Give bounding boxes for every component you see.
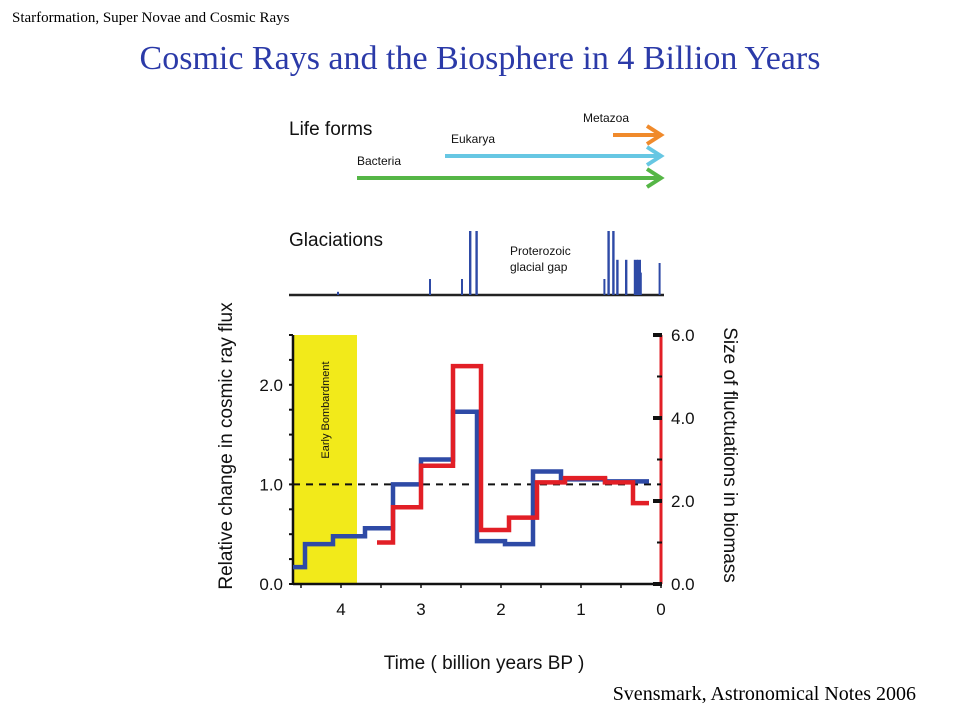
x-tick-label: 3 [416, 600, 425, 619]
eukarya-label: Eukarya [451, 132, 495, 146]
left-y-tick-label: 1.0 [259, 475, 283, 494]
glaciation-event-bar [461, 279, 463, 295]
slide-title: Cosmic Rays and the Biosphere in 4 Billi… [139, 40, 821, 77]
main-chart-panel: Early Bombardment 0.0 1.0 2.0 0.0 2.0 4.0 6.0 4 3… [216, 302, 740, 674]
glaciation-event-bar [639, 272, 642, 295]
metazoa-arrow-head [645, 124, 665, 146]
x-tick-label: 0 [656, 600, 665, 619]
slide-header-note: Starformation, Super Novae and Cosmic Ra… [12, 10, 290, 26]
glacial-gap-annotation: Proterozoic [510, 244, 571, 258]
bacteria-label: Bacteria [357, 154, 401, 168]
x-tick-label: 4 [336, 600, 345, 619]
glaciations-title: Glaciations [289, 230, 383, 251]
bacteria-arrow-head [645, 167, 665, 189]
glaciation-event-bar [603, 279, 606, 295]
glaciation-event-bar [637, 259, 641, 295]
glaciation-event-bar [633, 259, 638, 295]
eukarya-arrow-head [645, 145, 665, 167]
right-y-tick-label: 4.0 [671, 409, 695, 428]
right-y-tick-label: 2.0 [671, 492, 695, 511]
glaciation-event-bar [658, 263, 661, 295]
early-bombardment-label: Early Bombardment [320, 361, 332, 458]
glacial-gap-annotation: glacial gap [510, 260, 568, 274]
citation: Svensmark, Astronomical Notes 2006 [612, 683, 916, 705]
left-y-axis-title: Relative change in cosmic ray flux [216, 302, 237, 590]
life-forms-panel: Life forms Bacteria Eukarya Metazoa [289, 111, 665, 189]
glaciation-event-bar [616, 259, 619, 295]
glaciation-event-bar [469, 231, 472, 295]
glaciation-event-bar [625, 259, 628, 295]
x-axis-title: Time ( billion years BP ) [384, 653, 585, 674]
x-tick-label: 2 [496, 600, 505, 619]
x-tick-label: 1 [576, 600, 585, 619]
glaciation-event-bar [612, 231, 615, 295]
left-y-tick-label: 2.0 [259, 376, 283, 395]
right-y-axis-title: Size of fluctuations in biomass [719, 327, 740, 583]
glaciation-event-bar [429, 279, 431, 295]
biomass-fluctuation-series [377, 363, 649, 545]
glaciation-event-bar [475, 231, 478, 295]
metazoa-label: Metazoa [583, 111, 629, 125]
glaciation-event-bar [607, 231, 610, 295]
right-y-tick-label: 0.0 [671, 575, 695, 594]
right-y-tick-label: 6.0 [671, 326, 695, 345]
left-y-tick-label: 0.0 [259, 575, 283, 594]
glaciations-panel: Glaciations Proterozoic glacial gap [289, 230, 664, 297]
life-forms-title: Life forms [289, 119, 372, 140]
glaciation-event-bar [337, 291, 339, 295]
